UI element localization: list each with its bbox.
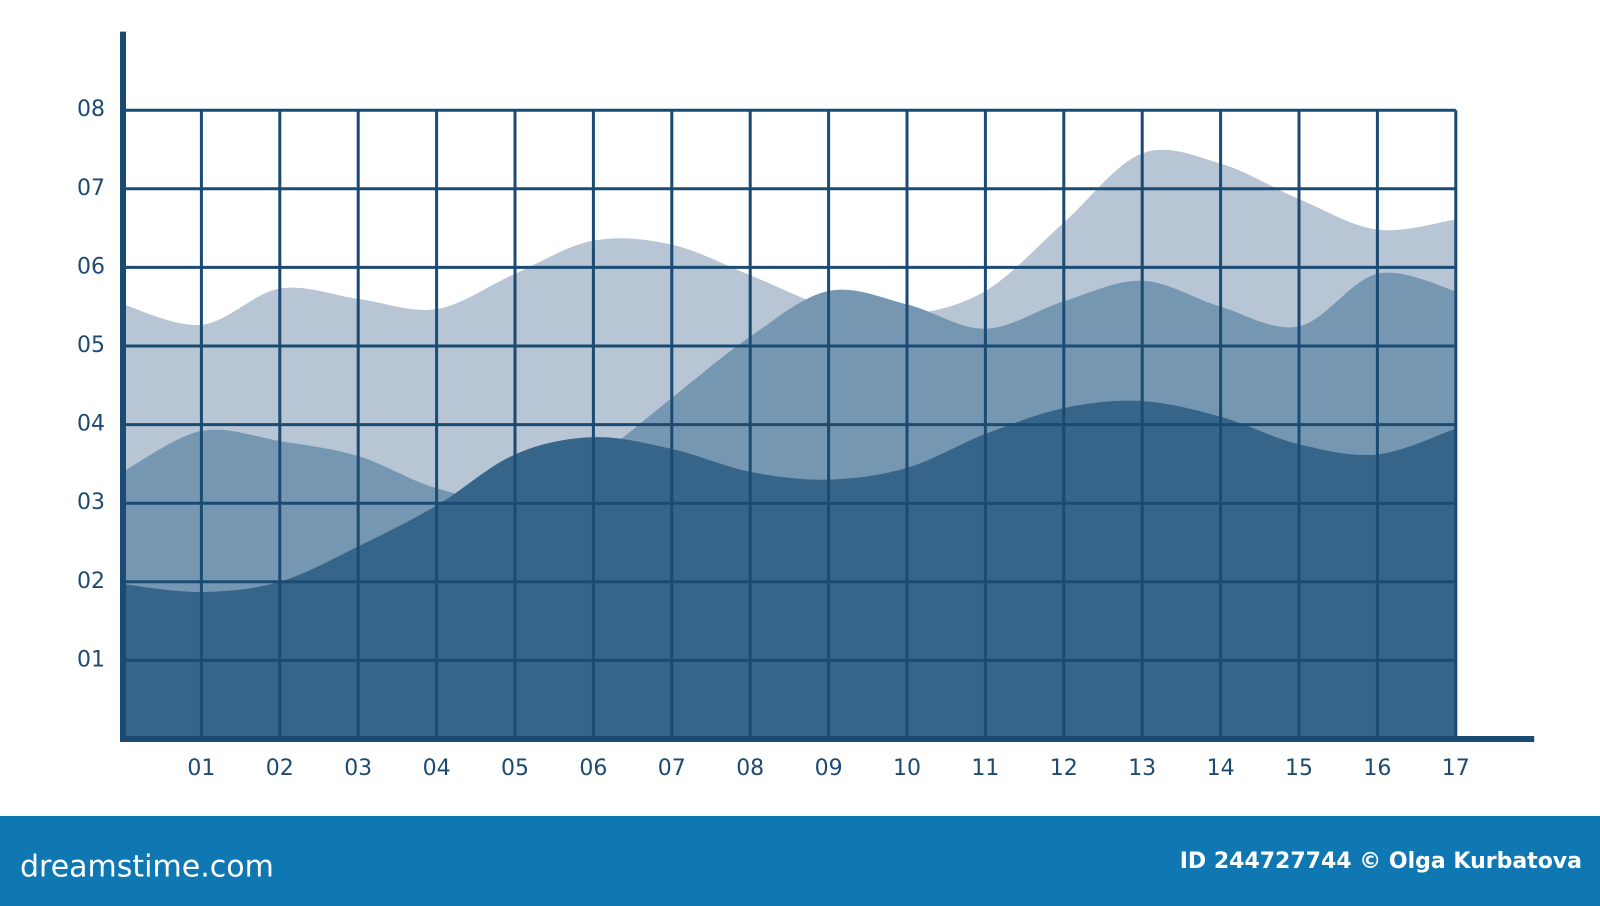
x-tick-label: 03 (344, 756, 372, 781)
x-tick-label: 14 (1207, 756, 1235, 781)
y-tick-label: 07 (77, 176, 105, 201)
y-tick-label: 05 (77, 333, 105, 358)
x-tick-label: 06 (579, 756, 607, 781)
y-tick-label: 02 (77, 569, 105, 594)
credit: ID 244727744 © Olga Kurbatova (1180, 849, 1582, 874)
x-tick-label: 09 (815, 756, 843, 781)
x-tick-label: 05 (501, 756, 529, 781)
x-tick-label: 10 (893, 756, 921, 781)
y-tick-label: 04 (77, 412, 105, 437)
x-tick-label: 02 (266, 756, 294, 781)
x-tick-label: 11 (971, 756, 999, 781)
x-tick-label: 01 (187, 756, 215, 781)
x-tick-label: 04 (423, 756, 451, 781)
brand: dreamstime.com (20, 850, 274, 885)
x-tick-label: 17 (1442, 756, 1470, 781)
footer-bar (0, 816, 1600, 906)
x-tick-label: 16 (1363, 756, 1391, 781)
x-tick-label: 15 (1285, 756, 1313, 781)
y-tick-label: 06 (77, 254, 105, 279)
x-tick-label: 13 (1128, 756, 1156, 781)
x-tick-label: 08 (736, 756, 764, 781)
x-tick-label: 12 (1050, 756, 1078, 781)
y-tick-label: 01 (77, 647, 105, 672)
y-tick-label: 08 (77, 97, 105, 122)
x-tick-label: 07 (658, 756, 686, 781)
y-tick-label: 03 (77, 490, 105, 515)
area (123, 400, 1456, 739)
